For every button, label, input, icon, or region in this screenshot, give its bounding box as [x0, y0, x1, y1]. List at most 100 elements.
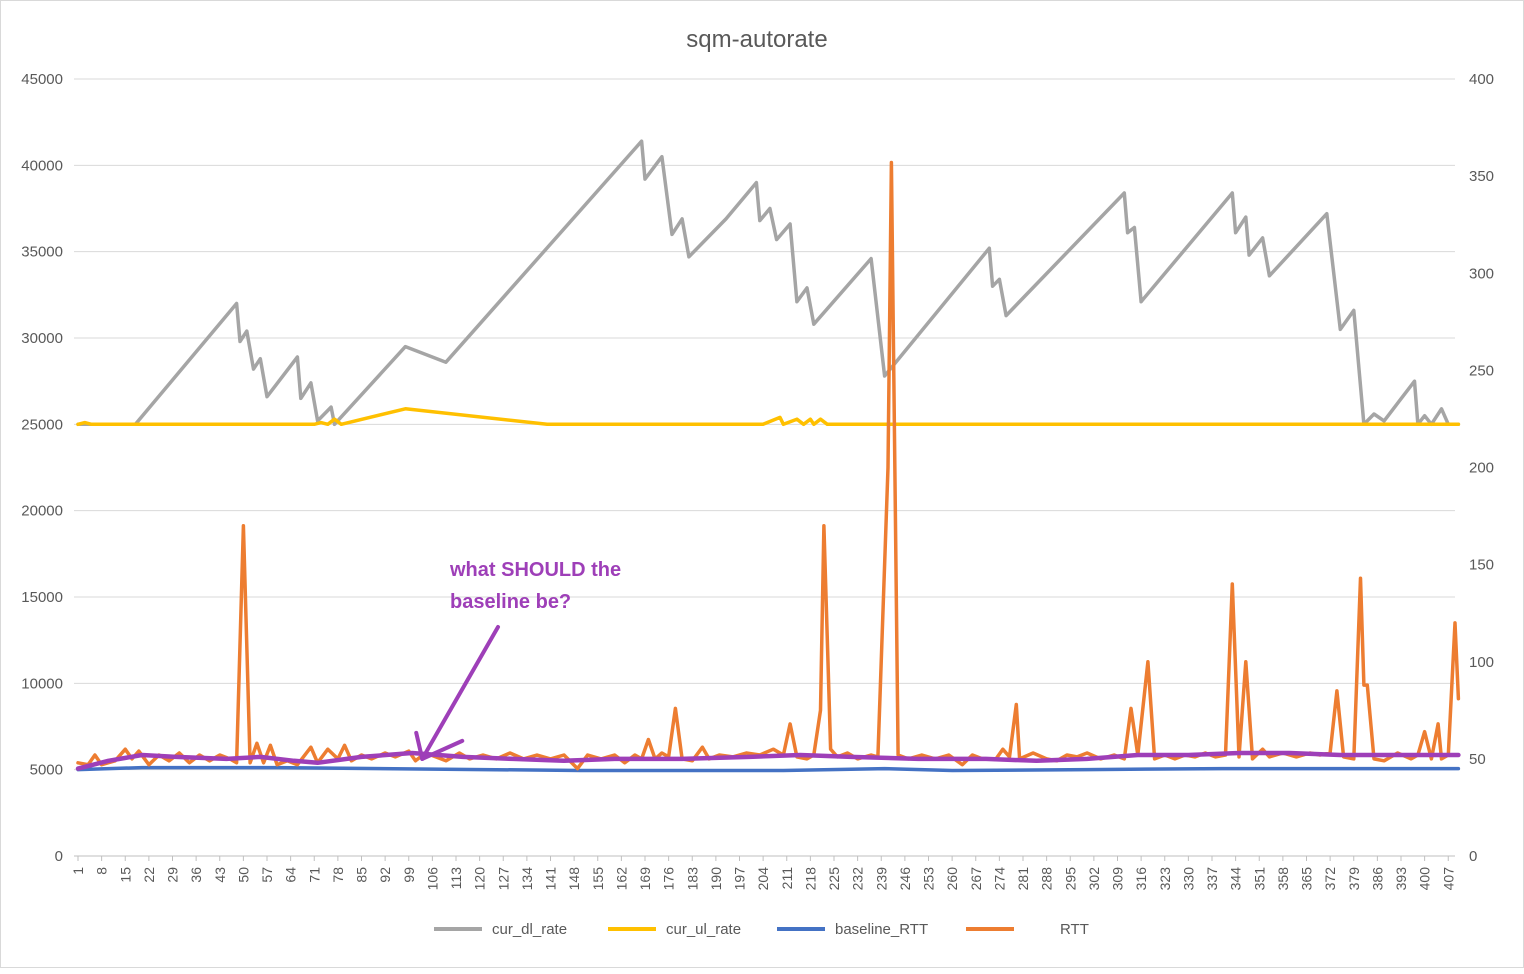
- x-tick-label: 15: [117, 867, 133, 883]
- x-tick-label: 134: [519, 867, 535, 891]
- x-tick-label: 351: [1251, 867, 1267, 891]
- x-tick-label: 316: [1133, 867, 1149, 891]
- y-right-tick-label: 150: [1469, 557, 1494, 574]
- x-tick-label: 253: [921, 867, 937, 891]
- annotation-arrow-head: [420, 738, 465, 761]
- x-tick-label: 71: [306, 867, 322, 883]
- x-tick-label: 148: [566, 867, 582, 891]
- x-tick-label: 281: [1015, 867, 1031, 891]
- y-left-tick-label: 20000: [21, 503, 63, 520]
- x-tick-label: 358: [1275, 867, 1291, 891]
- x-tick-label: 50: [235, 867, 251, 883]
- x-tick-label: 169: [637, 867, 653, 891]
- annotation: what SHOULD the baseline be?: [414, 559, 621, 761]
- y-left-tick-label: 40000: [21, 157, 63, 174]
- x-tick-label: 372: [1322, 867, 1338, 891]
- y-right-tick-label: 100: [1469, 654, 1494, 671]
- y-left-tick-label: 0: [55, 848, 63, 865]
- series-cur-dl-rate: [76, 139, 1461, 427]
- x-tick-label: 92: [377, 867, 393, 883]
- x-tick-label: 155: [590, 867, 606, 891]
- annotation-text: what SHOULD the: [449, 559, 621, 581]
- x-tick-label: 218: [802, 867, 818, 891]
- x-tick-label: 1: [70, 867, 86, 875]
- x-tick-label: 344: [1228, 867, 1244, 891]
- annotation-arrow-head: [414, 730, 425, 761]
- x-tick-label: 85: [354, 867, 370, 883]
- x-tick-label: 141: [543, 867, 559, 891]
- y-right-tick-label: 400: [1469, 71, 1494, 88]
- x-tick-label: 225: [826, 867, 842, 891]
- x-tick-label: 99: [401, 867, 417, 883]
- x-tick-label: 127: [495, 867, 511, 891]
- series-cur-ul-rate: [76, 407, 1461, 427]
- x-tick-label: 78: [330, 867, 346, 883]
- series-baseline-rtt: [76, 765, 1461, 773]
- x-tick-label: 400: [1417, 867, 1433, 891]
- y-left-tick-label: 35000: [21, 244, 63, 261]
- x-tick-label: 120: [472, 867, 488, 891]
- x-tick-label: 176: [661, 867, 677, 891]
- x-tick-label: 183: [684, 867, 700, 891]
- legend-label: baseline_RTT: [835, 921, 928, 938]
- x-tick-label: 29: [165, 867, 181, 883]
- x-tick-label: 190: [708, 867, 724, 891]
- x-tick-label: 309: [1110, 867, 1126, 891]
- x-tick-label: 36: [188, 867, 204, 883]
- plot-area: [75, 139, 1461, 773]
- y-left-tick-label: 25000: [21, 416, 63, 433]
- y-right-tick-label: 0: [1469, 848, 1477, 865]
- annotation-text: baseline be?: [450, 591, 571, 613]
- y-right-tick-label: 350: [1469, 168, 1494, 185]
- y-axis-left: 0 5000 10000 15000 20000 25000 30000 35000 40000…: [21, 71, 63, 865]
- legend-label: cur_dl_rate: [492, 921, 567, 938]
- gridlines: [74, 78, 1455, 857]
- x-tick-label: 64: [283, 867, 299, 883]
- x-tick-label: 323: [1157, 867, 1173, 891]
- legend: cur_dl_rate cur_ul_rate baseline_RTT RTT: [434, 921, 1089, 938]
- x-tick-label: 393: [1393, 867, 1409, 891]
- x-tick-label: 43: [212, 867, 228, 883]
- annotation-arrow-shaft: [420, 625, 500, 761]
- y-left-tick-label: 45000: [21, 71, 63, 88]
- x-tick-label: 22: [141, 867, 157, 883]
- y-left-tick-label: 5000: [30, 762, 63, 779]
- x-tick-label: 106: [424, 867, 440, 891]
- y-right-tick-label: 300: [1469, 265, 1494, 282]
- x-tick-label: 365: [1299, 867, 1315, 891]
- x-tick-label: 337: [1204, 867, 1220, 891]
- y-right-tick-label: 50: [1469, 751, 1486, 768]
- x-tick-label: 197: [732, 867, 748, 891]
- y-right-tick-label: 200: [1469, 460, 1494, 477]
- x-tick-label: 386: [1369, 867, 1385, 891]
- x-tick-label: 8: [94, 867, 110, 875]
- y-right-tick-label: 250: [1469, 362, 1494, 379]
- x-tick-label: 162: [613, 867, 629, 891]
- x-tick-label: 246: [897, 867, 913, 891]
- x-tick-label: 330: [1180, 867, 1196, 891]
- x-tick-label: 288: [1039, 867, 1055, 891]
- x-tick-label: 113: [448, 867, 464, 890]
- y-left-tick-label: 30000: [21, 330, 63, 347]
- x-tick-label: 274: [991, 867, 1007, 891]
- y-left-tick-label: 15000: [21, 589, 63, 606]
- legend-label: RTT: [1060, 921, 1089, 938]
- x-tick-label: 239: [873, 867, 889, 891]
- x-tick-label: 295: [1062, 867, 1078, 891]
- x-tick-label: 204: [755, 867, 771, 891]
- x-tick-label: 260: [944, 867, 960, 891]
- series-hand-drawn-baseline: [75, 750, 1461, 771]
- y-axis-right: 0 50 100 150 200 250 300 350 400: [1469, 71, 1494, 865]
- legend-label: cur_ul_rate: [666, 921, 741, 938]
- x-tick-label: 57: [259, 867, 275, 883]
- x-tick-label: 267: [968, 867, 984, 891]
- chart-title: sqm-autorate: [686, 26, 827, 53]
- x-tick-label: 407: [1440, 867, 1456, 891]
- x-tick-label: 211: [779, 867, 795, 890]
- x-axis: 1 8 15 22 29 36 43 50 57 64 71 78 85 92 99 106 113 120 127…: [70, 856, 1456, 890]
- x-tick-label: 379: [1346, 867, 1362, 891]
- y-left-tick-label: 10000: [21, 675, 63, 692]
- x-tick-label: 302: [1086, 867, 1102, 891]
